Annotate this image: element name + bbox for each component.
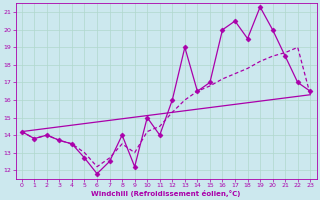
X-axis label: Windchill (Refroidissement éolien,°C): Windchill (Refroidissement éolien,°C) xyxy=(91,190,241,197)
